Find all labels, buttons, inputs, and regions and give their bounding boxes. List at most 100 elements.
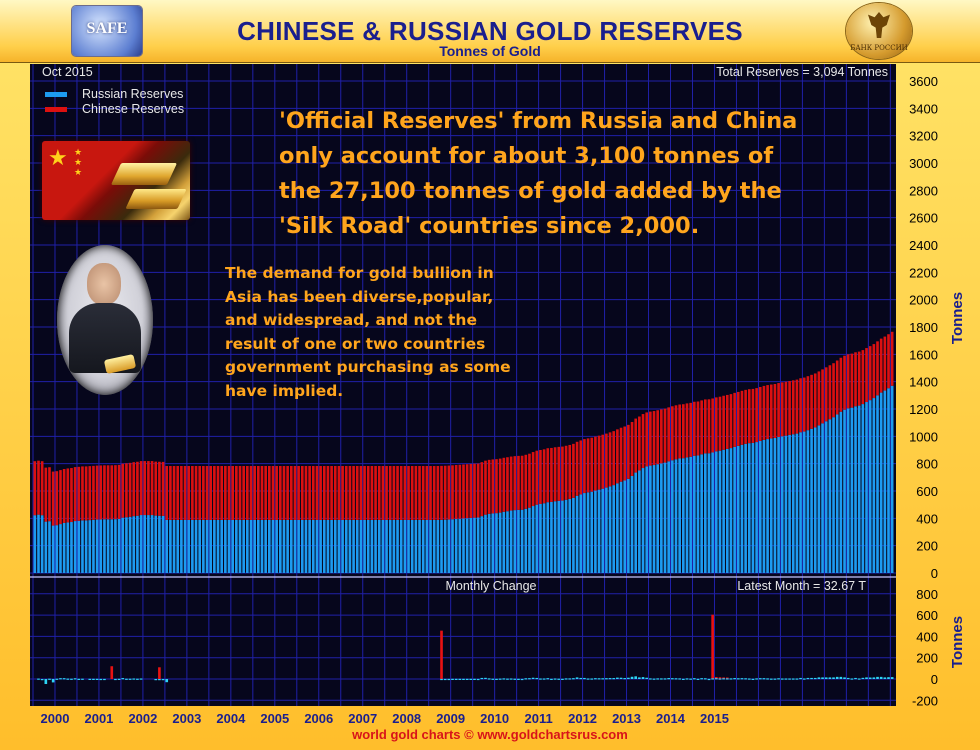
- bar-russia: [319, 519, 322, 573]
- bar-china: [689, 402, 692, 457]
- monthly-bar-russia: [70, 678, 73, 680]
- bar-russia: [557, 500, 561, 573]
- monthly-bar-russia: [564, 678, 568, 680]
- bar-russia: [403, 519, 407, 573]
- bar-russia: [575, 495, 579, 573]
- monthly-bar-russia: [88, 678, 92, 680]
- monthly-bar-russia: [601, 678, 605, 680]
- x-tick-label: 2005: [260, 711, 289, 726]
- bar-russia: [656, 464, 660, 573]
- monthly-bar-russia: [729, 678, 733, 680]
- bar-china: [890, 331, 894, 386]
- bar-russia: [348, 519, 352, 573]
- bar-china: [876, 341, 879, 396]
- bar-china: [326, 465, 330, 520]
- bar-china: [44, 467, 48, 522]
- monthly-bar-russia: [121, 678, 125, 680]
- monthly-bar-russia: [451, 678, 454, 680]
- x-tick-label: 2007: [348, 711, 377, 726]
- y-tick-label: 3600: [909, 74, 938, 89]
- monthly-bar-russia: [638, 677, 641, 679]
- y-tick-label: 2000: [909, 293, 938, 308]
- monthly-bar-russia: [627, 677, 630, 679]
- bar-russia: [828, 419, 832, 573]
- safe-logo-text: SAFE: [86, 20, 128, 37]
- bar-russia: [528, 507, 531, 573]
- bar-china: [780, 382, 784, 437]
- bar-russia: [689, 456, 692, 573]
- bar-china: [487, 459, 491, 514]
- bar-russia: [282, 519, 286, 573]
- bar-russia: [209, 519, 213, 573]
- bar-russia: [388, 519, 392, 573]
- x-tick-label: 2001: [84, 711, 113, 726]
- bar-russia: [271, 519, 275, 573]
- bar-china: [165, 465, 169, 520]
- bar-china: [55, 471, 59, 526]
- y-tick-label: 1400: [909, 375, 938, 390]
- monthly-bar-russia: [660, 678, 663, 680]
- monthly-bar-russia: [711, 678, 714, 680]
- bar-china: [436, 465, 440, 520]
- bar-china: [410, 465, 414, 520]
- side-annotation-line: The demand for gold bullion in: [225, 264, 494, 282]
- monthly-bar-russia: [77, 678, 81, 680]
- monthly-bar-russia: [520, 678, 524, 681]
- bar-russia: [110, 519, 114, 573]
- bar-china: [187, 465, 191, 520]
- monthly-bar-russia: [579, 677, 583, 680]
- bar-russia: [813, 427, 817, 573]
- monthly-bar-russia: [674, 678, 678, 680]
- bar-russia: [524, 508, 528, 573]
- bar-russia: [583, 493, 586, 573]
- bar-russia: [447, 519, 451, 573]
- bar-russia: [843, 409, 846, 573]
- bar-china: [407, 465, 410, 520]
- bar-china: [671, 406, 674, 461]
- bar-china: [850, 353, 854, 408]
- bar-russia: [73, 521, 77, 573]
- bar-china: [722, 395, 725, 450]
- y-tick-label: 400: [916, 511, 938, 526]
- bar-china: [817, 371, 821, 426]
- monthly-bar-russia: [714, 678, 718, 680]
- bar-china: [278, 465, 282, 520]
- monthly-bar-russia: [667, 678, 670, 680]
- bar-china: [616, 429, 619, 484]
- bar-russia: [561, 500, 564, 573]
- monthly-bar-russia: [158, 679, 161, 681]
- bar-china: [806, 376, 810, 431]
- bar-china: [355, 465, 359, 520]
- bar-russia: [267, 519, 271, 573]
- bar-china: [586, 438, 590, 493]
- monthly-bar-russia: [784, 678, 788, 680]
- bar-russia: [337, 519, 341, 573]
- bar-russia: [465, 518, 469, 573]
- monthly-bar-russia: [524, 678, 528, 680]
- flag-star-icon: ★: [48, 145, 68, 170]
- bar-russia: [458, 518, 462, 573]
- bar-russia: [491, 513, 495, 573]
- bar-russia: [315, 519, 319, 573]
- bar-china: [297, 465, 300, 520]
- bar-china: [432, 465, 436, 520]
- monthly-bar-russia: [685, 678, 689, 680]
- bar-china: [747, 389, 751, 444]
- monthly-bar-russia: [95, 678, 99, 680]
- bar-russia: [634, 472, 638, 573]
- bar-russia: [352, 519, 355, 573]
- monthly-bar-russia: [443, 678, 447, 681]
- bar-china: [172, 465, 176, 520]
- bar-russia: [876, 395, 879, 573]
- x-tick-label: 2002: [128, 711, 157, 726]
- legend-swatch-russia: [45, 92, 67, 97]
- bar-russia: [623, 480, 627, 573]
- bar-russia: [597, 489, 601, 573]
- bar-china: [352, 465, 355, 520]
- bar-russia: [198, 519, 202, 573]
- monthly-bar-russia: [623, 678, 627, 680]
- monthly-bar-russia: [114, 678, 117, 681]
- bar-china: [70, 468, 73, 523]
- bank-of-russia-seal: БАНК РОССИИ: [846, 3, 912, 59]
- bar-china: [872, 344, 876, 399]
